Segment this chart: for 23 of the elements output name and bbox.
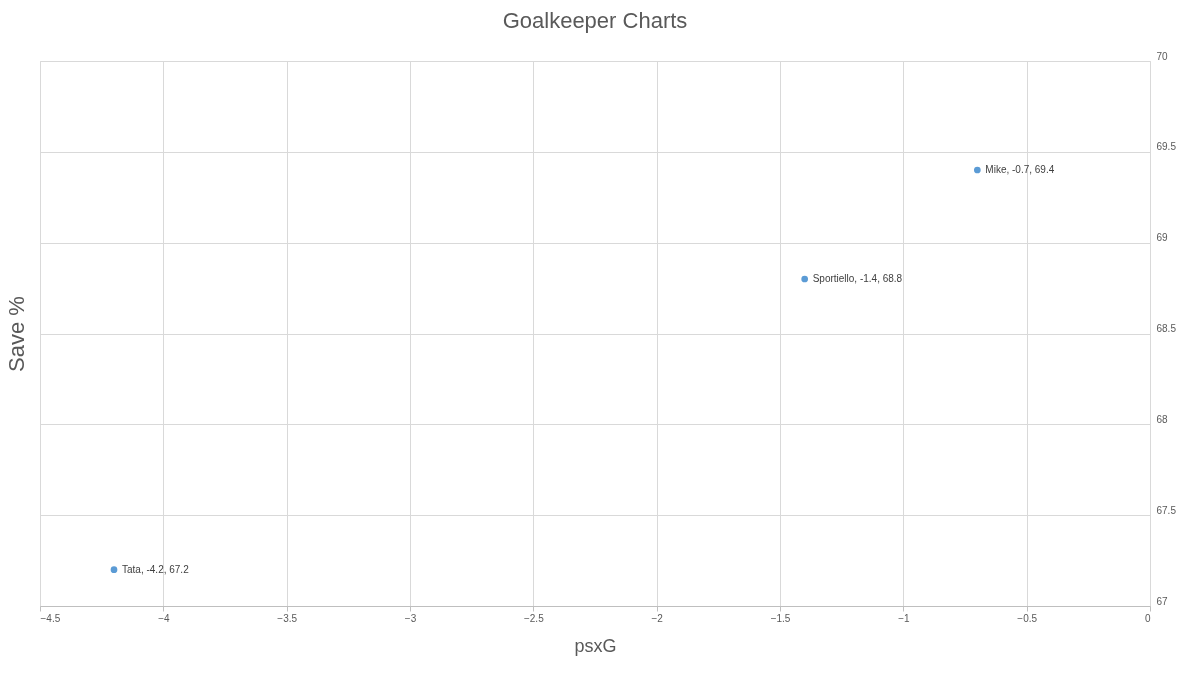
y-tick-label: 67.5 xyxy=(1156,504,1177,516)
y-tick-label: 69 xyxy=(1156,232,1169,244)
x-tick-label: −4 xyxy=(158,612,170,624)
data-label: Sportiello, -1.4, 68.8 xyxy=(812,273,903,284)
x-tick-label: −2 xyxy=(651,612,664,624)
y-tick-label: 68.5 xyxy=(1156,323,1177,334)
x-tick-label: −3 xyxy=(404,612,417,624)
x-tick-label: −1.5 xyxy=(770,612,791,624)
y-axis-title: Save % xyxy=(3,296,29,372)
data-label: Mike, -0.7, 69.4 xyxy=(985,164,1055,175)
y-tick-label: 68 xyxy=(1156,413,1169,425)
data-label: Tata, -4.2, 67.2 xyxy=(122,563,190,575)
y-tick-label: 67 xyxy=(1156,595,1169,607)
x-axis-title: psxG xyxy=(574,635,617,656)
y-tick-label: 70 xyxy=(1156,50,1169,62)
x-tick-label: −2.5 xyxy=(523,612,545,624)
chart-title: Goalkeeper Charts xyxy=(502,8,688,33)
x-tick-label: 0 xyxy=(1144,612,1151,624)
y-tick-label: 69.5 xyxy=(1156,141,1177,153)
x-tick-label: −4.5 xyxy=(40,612,61,624)
x-tick-label: −0.5 xyxy=(1017,612,1038,624)
x-tick-label: −3.5 xyxy=(277,612,298,624)
x-tick-label: −1 xyxy=(898,612,910,624)
